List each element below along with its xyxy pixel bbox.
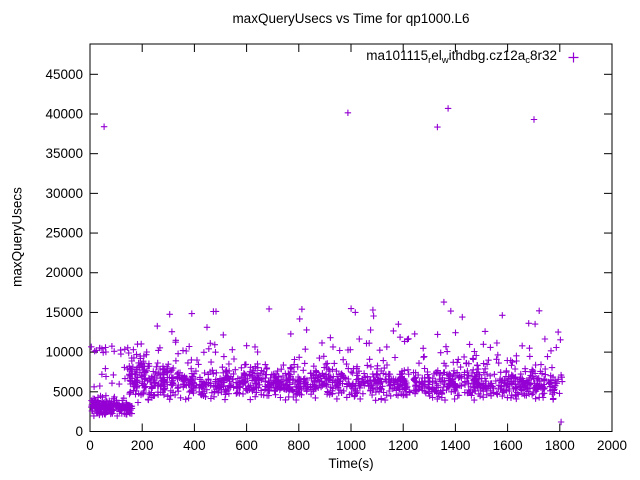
legend-plus-marker-icon bbox=[568, 52, 579, 62]
y-tick-label: 10000 bbox=[45, 345, 83, 360]
y-tick-label: 15000 bbox=[45, 305, 83, 320]
y-tick-label: 5000 bbox=[53, 384, 83, 399]
y-tick-label: 30000 bbox=[45, 186, 83, 201]
x-tick-label: 2000 bbox=[597, 438, 627, 453]
legend-text-part: ma101115 bbox=[366, 48, 429, 63]
y-tick-label: 45000 bbox=[45, 67, 83, 82]
x-tick-label: 200 bbox=[131, 438, 154, 453]
legend: ma101115relwithdbg.cz12ac8r32 bbox=[366, 48, 580, 66]
x-tick-label: 1000 bbox=[336, 438, 366, 453]
y-tick-label: 20000 bbox=[45, 265, 83, 280]
legend-text-part: el bbox=[431, 48, 442, 63]
outlier-points bbox=[100, 105, 565, 426]
x-axis-label: Time(s) bbox=[328, 456, 374, 471]
legend-subscript: r bbox=[428, 55, 432, 66]
y-tick-label: 40000 bbox=[45, 106, 83, 121]
legend-subscript: c bbox=[525, 55, 530, 66]
x-tick-label: 800 bbox=[288, 438, 311, 453]
x-tick-label: 600 bbox=[235, 438, 258, 453]
x-tick-label: 1200 bbox=[388, 438, 418, 453]
legend-subscript: w bbox=[441, 55, 449, 66]
y-tick-label: 35000 bbox=[45, 146, 83, 161]
chart-title: maxQueryUsecs vs Time for qp1000.L6 bbox=[232, 11, 470, 26]
legend-text-part: 8r32 bbox=[529, 48, 557, 63]
x-tick-label: 1600 bbox=[493, 438, 523, 453]
x-tick-label: 0 bbox=[86, 438, 94, 453]
series-points bbox=[88, 305, 566, 420]
legend-series-label: ma101115relwithdbg.cz12ac8r32 bbox=[366, 48, 557, 66]
y-axis-label: maxQueryUsecs bbox=[9, 187, 25, 287]
x-tick-label: 1400 bbox=[440, 438, 470, 453]
x-tick-label: 1800 bbox=[545, 438, 575, 453]
legend-text-part: ithdbg.cz12a bbox=[448, 48, 526, 63]
y-tick-label: 25000 bbox=[45, 226, 83, 241]
x-tick-label: 400 bbox=[183, 438, 206, 453]
y-tick-label: 0 bbox=[75, 424, 83, 439]
